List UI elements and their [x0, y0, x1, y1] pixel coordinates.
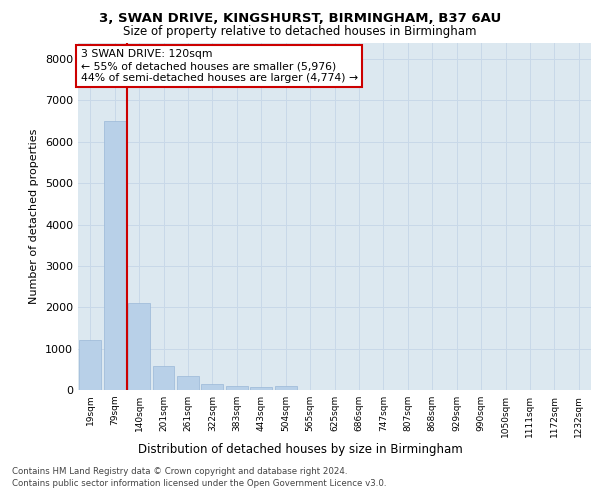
Bar [250, 387, 272, 390]
Text: Distribution of detached houses by size in Birmingham: Distribution of detached houses by size … [137, 442, 463, 456]
Text: Size of property relative to detached houses in Birmingham: Size of property relative to detached ho… [123, 25, 477, 38]
Bar [104, 121, 125, 390]
Text: 3 SWAN DRIVE: 120sqm
← 55% of detached houses are smaller (5,976)
44% of semi-de: 3 SWAN DRIVE: 120sqm ← 55% of detached h… [80, 50, 358, 82]
Bar [202, 384, 223, 390]
Bar [275, 386, 296, 390]
Bar [152, 366, 175, 390]
Bar [128, 303, 150, 390]
Text: 3, SWAN DRIVE, KINGSHURST, BIRMINGHAM, B37 6AU: 3, SWAN DRIVE, KINGSHURST, BIRMINGHAM, B… [99, 12, 501, 26]
Y-axis label: Number of detached properties: Number of detached properties [29, 128, 40, 304]
Text: Contains HM Land Registry data © Crown copyright and database right 2024.: Contains HM Land Registry data © Crown c… [12, 468, 347, 476]
Bar [226, 386, 248, 390]
Bar [177, 376, 199, 390]
Bar [79, 340, 101, 390]
Text: Contains public sector information licensed under the Open Government Licence v3: Contains public sector information licen… [12, 479, 386, 488]
